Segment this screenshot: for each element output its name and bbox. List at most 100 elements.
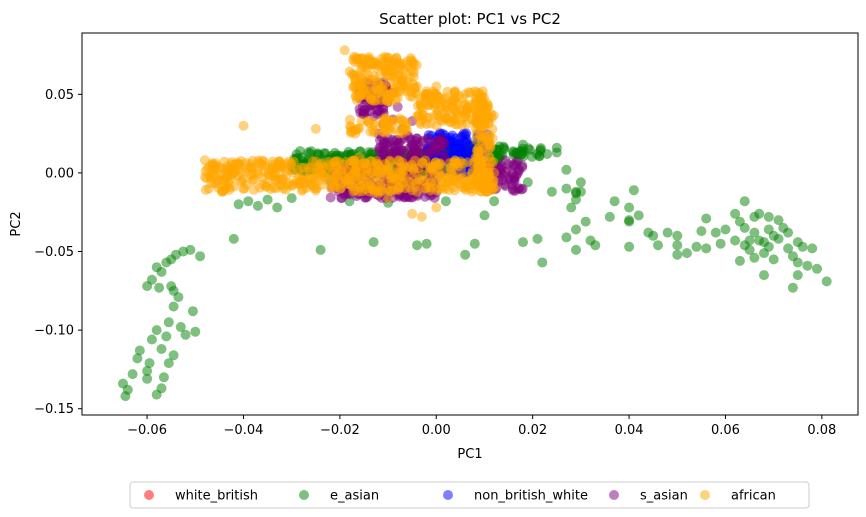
data-point [571, 224, 581, 235]
data-point [270, 174, 281, 185]
data-point [792, 257, 803, 268]
data-point [537, 257, 548, 268]
data-point [385, 185, 396, 196]
data-point [272, 202, 283, 213]
data-point [339, 45, 350, 56]
data-point [416, 211, 427, 222]
data-point [383, 65, 394, 76]
data-point [127, 369, 138, 380]
data-point [518, 237, 528, 248]
data-point [361, 164, 372, 174]
data-point [484, 152, 495, 163]
data-point [739, 222, 750, 233]
data-point [421, 238, 432, 249]
data-point [783, 243, 794, 254]
data-point [175, 322, 186, 332]
data-point [144, 358, 155, 369]
data-point [268, 182, 279, 193]
data-point [431, 81, 442, 92]
x-tick-label: −0.06 [127, 423, 167, 438]
data-point [561, 183, 572, 194]
data-point [423, 146, 433, 157]
data-point [450, 133, 461, 144]
data-point [412, 100, 423, 111]
data-point [440, 196, 451, 207]
data-point [396, 144, 407, 155]
data-point [773, 233, 784, 244]
data-point [802, 260, 813, 271]
data-point [498, 144, 509, 155]
data-point [715, 238, 726, 249]
data-point [203, 183, 214, 194]
data-point [486, 112, 497, 123]
data-point [233, 199, 244, 210]
legend-marker [443, 490, 453, 500]
data-point [402, 76, 413, 87]
y-tick-label: 0.00 [45, 166, 74, 181]
data-point [431, 89, 442, 100]
data-point [134, 345, 145, 356]
data-point [400, 183, 411, 194]
data-point [471, 176, 481, 187]
data-point [469, 105, 480, 115]
data-point [477, 91, 488, 101]
data-point [391, 52, 402, 63]
data-point [373, 188, 384, 199]
data-point [763, 211, 774, 222]
data-point [163, 358, 174, 369]
legend-marker [299, 490, 309, 500]
data-point [792, 270, 803, 281]
data-point [209, 171, 220, 182]
data-point [146, 334, 157, 345]
x-tick-label: 0.00 [422, 423, 451, 438]
data-point [449, 155, 460, 166]
data-point [394, 113, 405, 124]
data-point [276, 160, 287, 171]
data-point [286, 158, 296, 169]
data-point [412, 240, 422, 251]
data-point [624, 215, 635, 226]
data-point [489, 167, 500, 178]
data-point [255, 159, 266, 169]
data-point [315, 165, 326, 176]
data-point [561, 232, 572, 243]
data-point [158, 372, 169, 383]
data-point [395, 170, 406, 181]
data-point [238, 184, 249, 194]
data-point [357, 186, 368, 197]
legend-marker [144, 490, 154, 500]
legend-label: s_asian [640, 489, 688, 504]
data-point [151, 325, 162, 336]
data-point [473, 167, 484, 178]
data-point [355, 174, 366, 185]
data-point [672, 240, 683, 251]
data-point [479, 210, 490, 221]
data-point [199, 155, 210, 166]
legend: white_british e_asian non_british_white s_a… [129, 481, 810, 509]
data-point [449, 87, 460, 98]
data-point [730, 208, 741, 219]
data-point [624, 202, 635, 213]
data-point [508, 147, 519, 158]
data-point [364, 118, 375, 129]
data-point [163, 317, 174, 328]
data-point [151, 389, 162, 400]
data-point [696, 226, 707, 237]
data-point [460, 100, 471, 111]
data-point [389, 124, 399, 135]
data-point [156, 266, 167, 277]
x-axis: −0.06 −0.04 −0.02 0.00 0.02 0.04 0.06 0.08 [127, 415, 836, 438]
data-point [448, 176, 459, 187]
legend-box [129, 481, 810, 509]
data-point [561, 164, 572, 175]
data-point [773, 215, 784, 226]
data-point [662, 227, 673, 238]
data-point [355, 80, 365, 91]
data-point [807, 243, 818, 254]
data-point [510, 185, 521, 196]
data-point [413, 110, 424, 120]
data-point [407, 208, 418, 219]
data-point [749, 252, 760, 263]
data-point [417, 157, 428, 168]
